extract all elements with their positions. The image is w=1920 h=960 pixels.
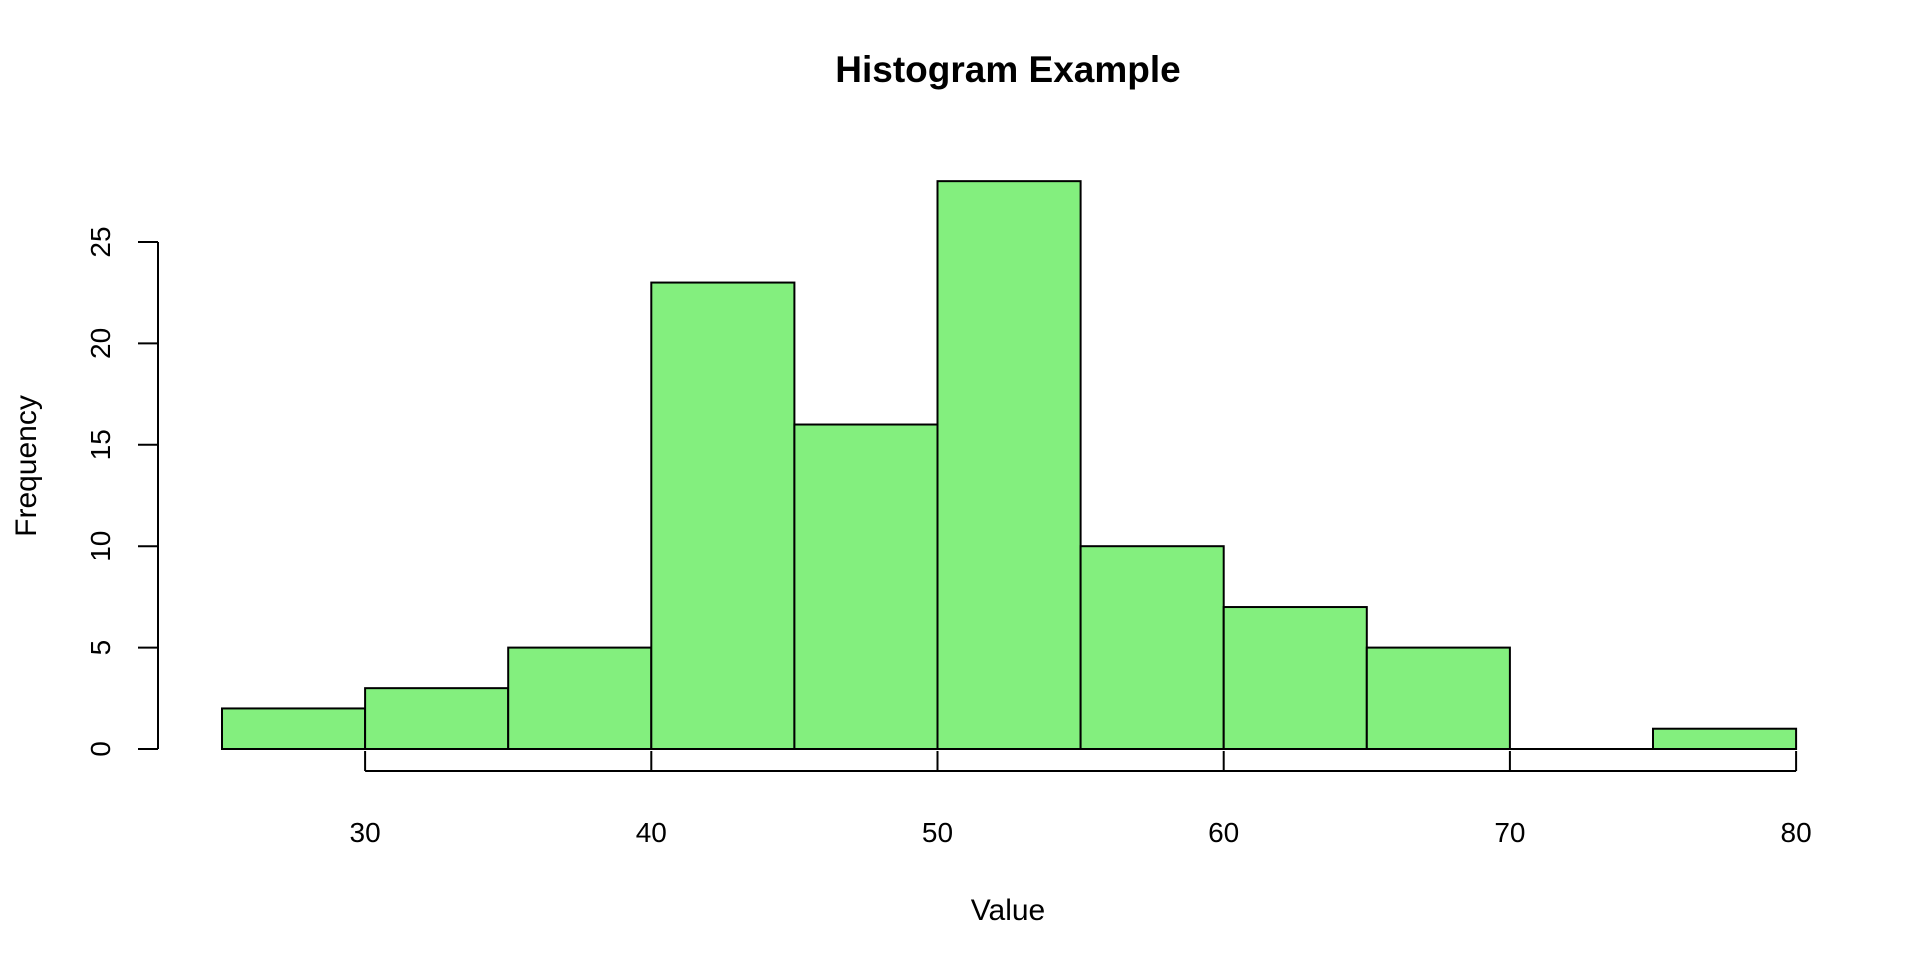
histogram-bar: [1222, 606, 1368, 750]
histogram-bar: [793, 423, 939, 750]
x-tick-label: 70: [1494, 817, 1525, 848]
x-tick-label: 40: [636, 817, 667, 848]
histogram-bar: [221, 707, 367, 751]
y-tick-label: 10: [85, 531, 116, 562]
histogram-bar: [1079, 545, 1225, 751]
histogram-bar: [1652, 727, 1798, 750]
y-axis: 0 5 10 15 20 25: [85, 226, 159, 757]
y-tick-label: 15: [85, 429, 116, 460]
histogram-bar: [650, 281, 796, 750]
x-tick-label: 80: [1781, 817, 1812, 848]
x-axis-label: Value: [971, 894, 1046, 927]
y-tick-label: 25: [85, 226, 116, 257]
y-tick-label: 20: [85, 328, 116, 359]
y-tick-label: 5: [85, 640, 116, 656]
x-tick-label: 30: [350, 817, 381, 848]
x-tick-label: 60: [1208, 817, 1239, 848]
x-axis: 30 40 50 60 70 80: [350, 751, 1812, 848]
chart-title: Histogram Example: [835, 49, 1180, 90]
histogram-bar: [507, 646, 653, 750]
histogram-bar: [364, 687, 510, 750]
y-tick-label: 0: [85, 741, 116, 757]
histogram-bar: [936, 180, 1082, 751]
bars: [221, 180, 1798, 751]
x-tick-label: 50: [922, 817, 953, 848]
histogram-bar: [1365, 646, 1511, 750]
y-axis-label: Frequency: [10, 395, 43, 537]
